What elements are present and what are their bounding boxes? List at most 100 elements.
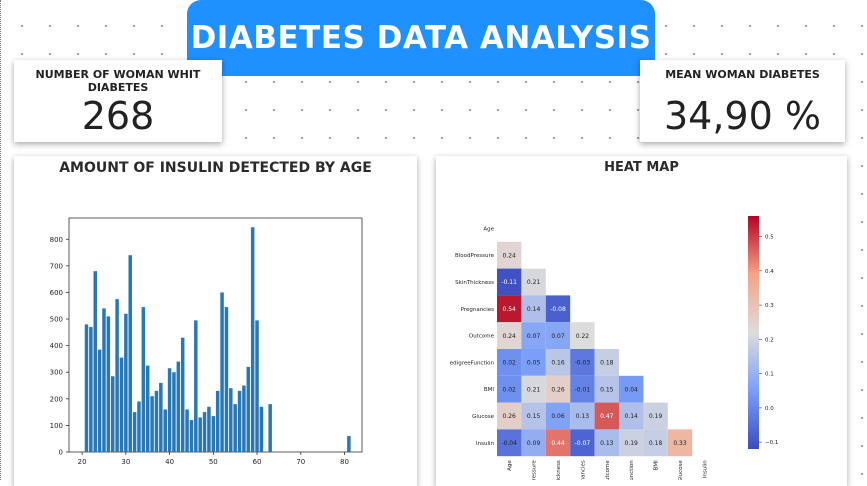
bar [93,271,97,452]
bar [268,404,272,452]
heatmap-cell-label: -0.04 [501,440,517,447]
kpi-card-mean-diabetes[interactable]: MEAN WOMAN DIABETES 34,90 % [640,60,845,142]
heatmap-cell-label: 0.02 [503,386,517,393]
heatmap-cell [497,268,522,296]
heatmap-cell [521,402,546,430]
heatmap-panel[interactable]: HEAT MAP 0.24 -0.11 0.21 0.54 0.14 -0.08 0.24 0… [436,156,847,486]
heatmap-cell [545,402,571,430]
heatmap-cell [570,429,595,457]
heatmap-row-label: edigreeFunction [450,360,495,366]
dashboard-title-banner: DIABETES DATA ANALYSIS [187,0,655,76]
dashboard-title: DIABETES DATA ANALYSIS [190,20,652,56]
heatmap-cell-label: 0.44 [551,440,565,447]
heatmap-cell-label: 0.24 [503,252,517,259]
heatmap-row-label: Insulin [476,441,495,447]
heatmap-cell [619,375,644,403]
bar [220,292,224,452]
y-tick-label: 100 [50,422,63,430]
canvas-left-border [0,0,1,480]
bar [141,307,146,452]
heatmap-cell-label: 0.06 [551,413,565,420]
y-tick-label: 300 [50,369,63,377]
y-tick-label: 0 [59,449,63,457]
heatmap-row-label: Glucose [472,414,495,420]
heatmap-cell-label: 0.07 [527,333,541,340]
heatmap-cell-label: 0.19 [625,440,639,447]
heatmap-row-label: Age [483,226,494,232]
heatmap-cell [521,429,546,457]
heatmap-cell [521,322,546,349]
heatmap-cell [545,429,571,457]
bar [207,406,211,452]
heatmap-cell [570,375,595,403]
colorbar-tick-label: −0.1 [765,440,778,446]
bar [163,409,167,452]
y-tick-label: 200 [50,395,63,403]
bar [132,412,137,452]
heatmap-cell [594,402,619,430]
kpi-card-diabetes-count[interactable]: NUMBER OF WOMAN WHIT DIABETES 268 [14,60,222,142]
heatmap-cell [619,402,644,430]
heatmap-cell-label: -0.11 [501,279,517,286]
x-tick-label: 40 [165,458,174,466]
heatmap-cell [497,295,522,323]
y-tick-label: 800 [50,236,63,244]
kpi-value: 34,90 % [664,94,821,138]
bar [202,412,207,452]
heatmap-cell-label: 0.16 [551,360,565,367]
heatmap-cell-label: 0.13 [576,413,590,420]
correlation-heatmap: 0.24 -0.11 0.21 0.54 0.14 -0.08 0.24 0.07 0.07 0.… [450,216,778,480]
heatmap-col-label: Insulin [702,460,708,479]
heatmap-cell-label: 0.19 [649,413,663,420]
bar [159,382,163,452]
heatmap-row-label: BMI [484,387,495,393]
bar [97,349,102,452]
heatmap-cell-label: 0.15 [527,413,541,420]
heatmap-col-label: eFunction [629,460,635,480]
heatmap-cell-label: 0.09 [527,440,541,447]
heatmap-cell-label: 0.54 [503,306,517,313]
bar [185,409,189,452]
y-tick-label: 700 [50,262,63,270]
heatmap-cell-label: 0.14 [527,306,541,313]
x-tick-label: 50 [209,458,218,466]
heatmap-cell-label: -0.08 [550,306,566,313]
heatmap-cell-label: 0.21 [527,386,541,393]
insulin-by-age-bar-chart: 0 100 200 300 400 500 600 700 800 20 30 40 50 60 70 80 [50,217,363,466]
heatmap-cell-label: 0.18 [600,360,614,367]
heatmap-title: HEAT MAP [604,160,679,175]
heatmap-cell-label: 0.26 [503,413,517,420]
heatmap-cell-label: 0.26 [551,386,565,393]
bar [255,320,259,452]
bar [347,436,351,452]
bar [124,313,128,452]
colorbar-tick-label: 0.1 [765,372,774,378]
heatmap-cell [643,402,668,430]
colorbar-tick-label: 0.3 [765,303,774,309]
bar [150,396,154,452]
kpi-label: NUMBER OF WOMAN WHIT DIABETES [35,68,201,94]
heatmap-cell-label: 0.47 [600,413,614,420]
heatmap-cell [545,295,571,323]
heatmap-cell [643,429,668,457]
bar-chart-panel[interactable]: AMOUNT OF INSULIN DETECTED BY AGE 0 100 20… [14,156,417,486]
bar [237,390,242,452]
heatmap-row-label: SkinThickness [455,280,494,286]
heatmap-cell [619,429,644,457]
bar [137,401,141,452]
heatmap-cell-label: 0.13 [600,440,614,447]
heatmap-col-label: BMI [654,460,660,471]
bar [211,416,216,452]
bar [172,372,176,452]
heatmap-cell [521,349,546,376]
y-tick-label: 400 [50,342,63,350]
colorbar-tick-label: 0.0 [765,406,774,412]
heatmap-cell-label: -0.01 [575,386,591,393]
heatmap-cell-label: 0.24 [503,333,517,340]
y-tick-label: 500 [50,316,63,324]
heatmap-cell-label: 0.04 [625,386,639,393]
heatmap-cell [497,375,522,403]
heatmap-cell-label: -0.03 [575,360,591,367]
heatmap-cell [497,349,522,376]
heatmap-cell-label: 0.22 [576,333,590,340]
